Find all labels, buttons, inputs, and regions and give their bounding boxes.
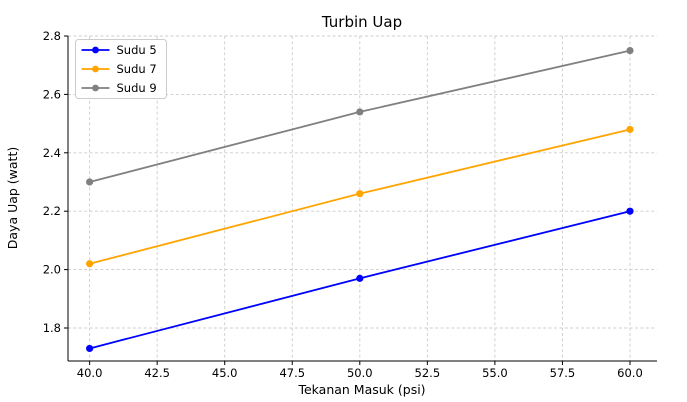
y-tick-label: 2.4 xyxy=(43,146,61,160)
data-point-sudu-9 xyxy=(356,108,364,116)
legend-marker xyxy=(92,65,99,73)
y-tick-label: 2.2 xyxy=(43,204,61,218)
y-tick-label: 2.6 xyxy=(43,87,61,101)
legend-marker xyxy=(92,46,99,54)
legend-marker xyxy=(92,84,99,92)
y-tick-label: 1.8 xyxy=(43,321,61,335)
legend-box xyxy=(75,39,167,99)
data-point-sudu-5 xyxy=(86,344,94,353)
x-tick-label: 55.0 xyxy=(482,366,508,380)
legend-label: Sudu 5 xyxy=(117,43,157,57)
series-layer xyxy=(86,47,634,353)
data-point-sudu-7 xyxy=(86,260,94,268)
x-tick-label: 57.5 xyxy=(550,366,576,380)
legend: Sudu 5 Sudu 7 Sudu 9 xyxy=(75,39,167,99)
data-point-sudu-9 xyxy=(626,47,634,55)
x-axis-label: Tekanan Masuk (psi) xyxy=(297,382,425,397)
legend-label: Sudu 7 xyxy=(117,62,157,76)
x-tick-label: 60.0 xyxy=(617,366,643,380)
axes-layer: 40.0 42.5 45.0 47.5 50.0 52.5 55.0 57.5 60.0 1.8 2… xyxy=(43,29,657,380)
x-tick-label: 40.0 xyxy=(77,366,103,380)
chart-title: Turbin Uap xyxy=(321,13,402,31)
data-point-sudu-7 xyxy=(356,190,364,198)
legend-label: Sudu 9 xyxy=(117,81,157,95)
y-tick-label: 2.0 xyxy=(43,263,61,277)
y-axis-label: Daya Uap (watt) xyxy=(5,147,20,249)
x-tick-label: 52.5 xyxy=(415,366,441,380)
data-point-sudu-7 xyxy=(626,125,634,134)
data-point-sudu-5 xyxy=(356,274,364,282)
data-point-sudu-9 xyxy=(86,178,94,186)
data-point-sudu-5 xyxy=(626,207,634,215)
x-tick-label: 50.0 xyxy=(347,366,373,380)
y-tick-label: 2.8 xyxy=(43,29,61,43)
x-tick-label: 42.5 xyxy=(144,366,170,380)
x-tick-label: 47.5 xyxy=(279,366,305,380)
x-tick-label: 45.0 xyxy=(212,366,238,380)
